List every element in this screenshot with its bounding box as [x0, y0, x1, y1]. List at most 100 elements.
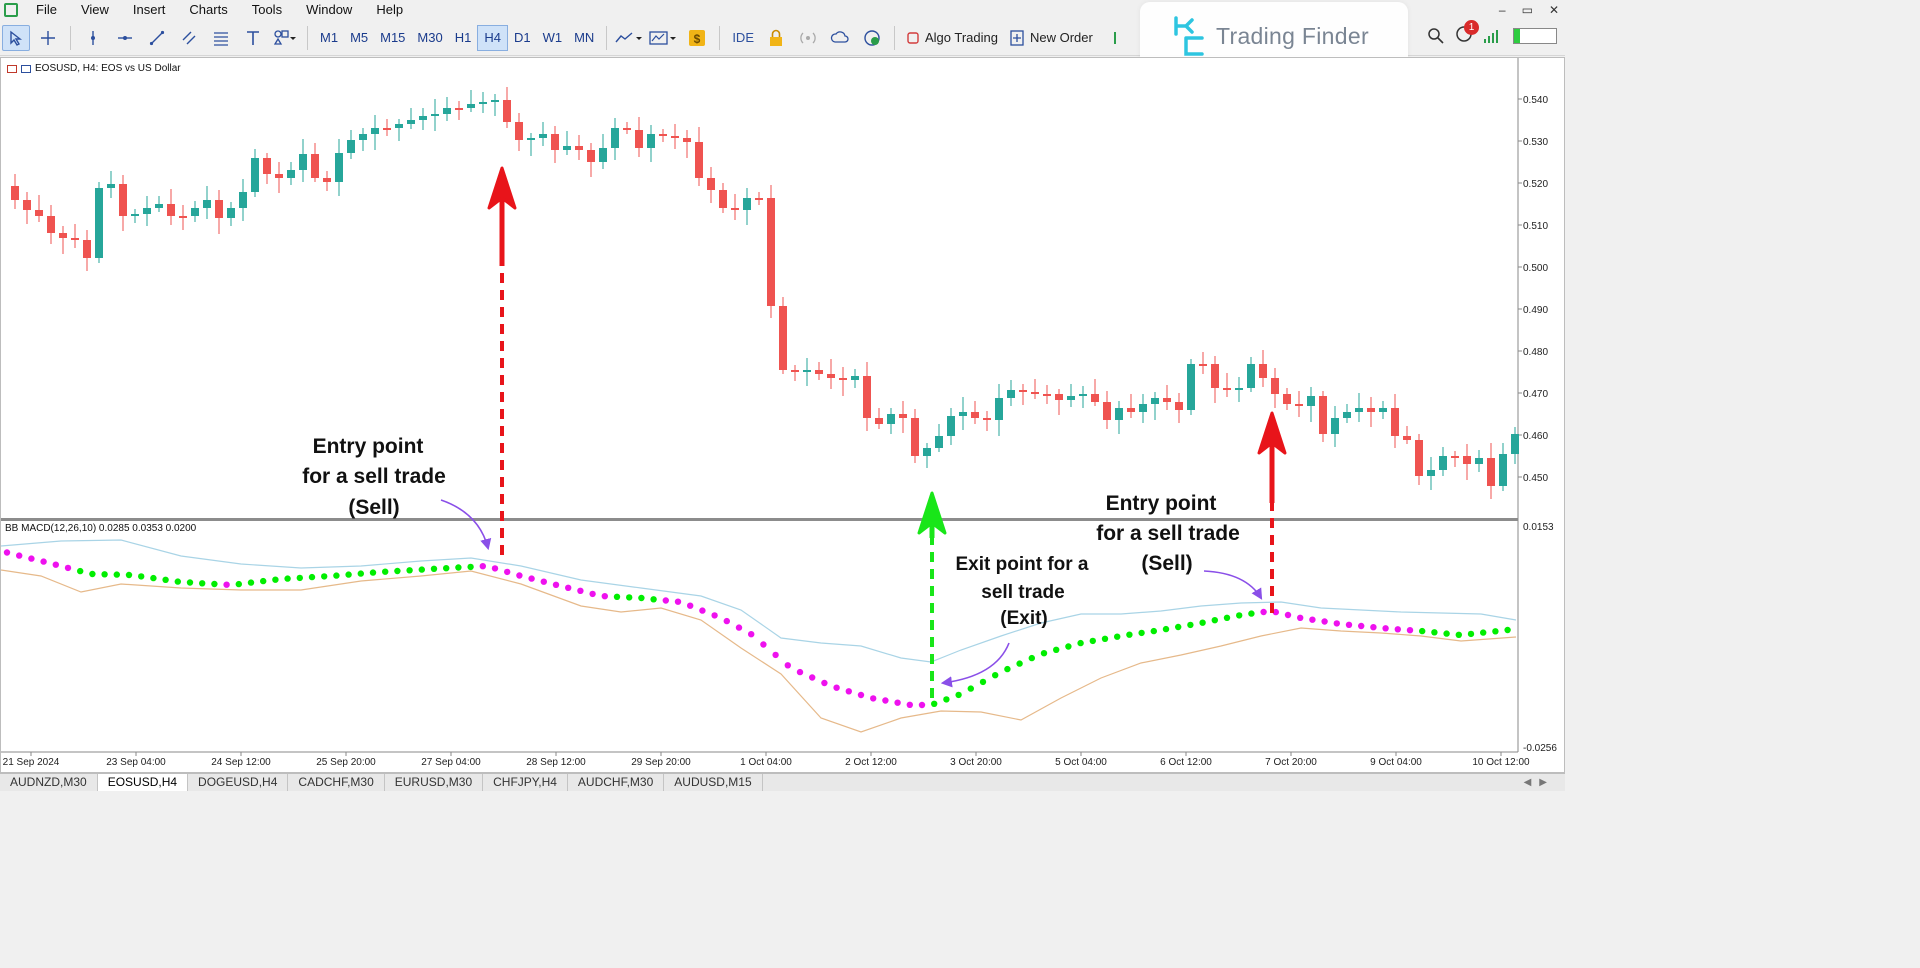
bb-upper-band [1, 539, 1517, 663]
shapes-tool-button[interactable] [271, 25, 299, 51]
minimize-button[interactable]: – [1498, 3, 1506, 17]
candle-body [911, 418, 919, 456]
new-order-label: New Order [1029, 30, 1093, 45]
candle [695, 127, 703, 186]
cursor-tool-button[interactable] [2, 24, 30, 51]
candle-body [1487, 458, 1495, 486]
algo-trading-button[interactable]: Algo Trading [901, 30, 1004, 45]
candle-body [1271, 378, 1279, 394]
candle [863, 362, 871, 431]
indicator-axis: 0.0153 -0.0256 [1523, 522, 1557, 754]
ide-button[interactable]: IDE [726, 30, 760, 45]
horizontal-line-tool-button[interactable] [111, 25, 139, 51]
notifications-button[interactable]: 1 [1455, 20, 1479, 46]
market-button[interactable]: $ [683, 25, 711, 51]
signal-strength-icon[interactable] [1483, 27, 1503, 45]
restore-button[interactable]: ▭ [1521, 3, 1533, 17]
channel-tool-button[interactable] [175, 25, 203, 51]
candle [1151, 392, 1159, 420]
macd-dot-up [113, 571, 121, 578]
new-order-button[interactable]: New Order [1004, 29, 1099, 46]
tab-audchf-m30[interactable]: AUDCHF,M30 [568, 774, 665, 791]
timeframe-m5[interactable]: M5 [350, 30, 369, 45]
candle-body [1259, 364, 1267, 378]
indicator-tick-label: 0.0153 [1523, 522, 1554, 533]
tab-scroll-arrows[interactable]: ◀▶ [1523, 777, 1555, 788]
close-button[interactable]: ✕ [1548, 3, 1559, 17]
candle [587, 143, 595, 177]
price-tick-label: 0.530 [1523, 137, 1548, 148]
macd-dot-up [296, 574, 303, 582]
tab-chfjpy-h4[interactable]: CHFJPY,H4 [483, 774, 568, 791]
menu-charts[interactable]: Charts [189, 2, 228, 17]
candle [899, 401, 907, 433]
timeframe-m15[interactable]: M15 [380, 30, 406, 45]
tab-eurusd-m30[interactable]: EURUSD,M30 [385, 774, 484, 791]
search-icon[interactable] [1427, 27, 1445, 45]
menu-window[interactable]: Window [306, 2, 353, 17]
vertical-line-tool-button[interactable] [79, 25, 107, 51]
candle-body [803, 370, 811, 372]
timeframe-w1[interactable]: W1 [542, 30, 563, 45]
candle [923, 443, 931, 468]
timeframe-m1[interactable]: M1 [320, 30, 339, 45]
candle-body [887, 414, 895, 424]
depth-button[interactable] [1101, 25, 1129, 51]
macd-dot-down [784, 662, 791, 669]
trendline-tool-button[interactable] [143, 25, 171, 51]
macd-dot-down [772, 651, 779, 659]
macd-dot-up [357, 570, 364, 577]
tab-audnzd-m30[interactable]: AUDNZD,M30 [0, 774, 98, 791]
tab-eosusd-h4[interactable]: EOSUSD,H4 [97, 774, 189, 791]
candle-body [587, 150, 595, 162]
templates-dropdown-button[interactable] [649, 25, 679, 51]
candle [959, 397, 967, 430]
tab-dogeusd-h4[interactable]: DOGEUSD,H4 [188, 774, 289, 791]
crosshair-tool-button[interactable] [34, 25, 62, 51]
vps-button[interactable] [858, 25, 886, 51]
timeframe-m30[interactable]: M30 [417, 30, 443, 45]
menu-tools[interactable]: Tools [251, 2, 283, 17]
macd-dot-up [992, 672, 999, 679]
chart-canvas[interactable]: 0.540 0.530 0.520 0.510 0.500 0.490 0.480 0.470… [1, 58, 1564, 772]
candle [563, 131, 571, 155]
timeframe-h1[interactable]: H1 [454, 30, 472, 45]
menu-help[interactable]: Help [376, 2, 404, 17]
channel-icon [182, 31, 196, 44]
cloud-button[interactable] [826, 25, 854, 51]
menu-view[interactable]: View [80, 2, 109, 17]
menu-file[interactable]: File [36, 2, 57, 17]
tab-audusd-m15[interactable]: AUDUSD,M15 [664, 774, 763, 791]
macd-dot-down [1406, 627, 1414, 634]
text-tool-button[interactable] [239, 25, 267, 51]
menu-insert[interactable]: Insert [132, 2, 166, 17]
tab-cadchf-m30[interactable]: CADCHF,M30 [288, 774, 385, 791]
shapes-icon [274, 29, 296, 45]
lock-button[interactable] [762, 25, 790, 51]
dollar-icon: $ [689, 29, 706, 46]
timeframe-d1[interactable]: D1 [513, 30, 531, 45]
macd-dot-down [723, 617, 730, 625]
chart-menu-icon[interactable] [7, 64, 17, 73]
candle [1163, 385, 1171, 410]
fibonacci-tool-button[interactable] [207, 25, 235, 51]
chart-type-icon[interactable] [21, 64, 31, 73]
signal-button[interactable] [794, 25, 822, 51]
candle [23, 192, 31, 224]
chart-window[interactable]: EOSUSD, H4: EOS vs US Dollar BB MACD(12,… [0, 57, 1565, 773]
candle-body [659, 134, 667, 136]
pane-separator[interactable] [1, 518, 1518, 521]
indicators-dropdown-button[interactable] [615, 25, 645, 51]
candle [1115, 401, 1123, 434]
candle [479, 92, 487, 113]
candle-body [191, 208, 199, 216]
timeframe-mn[interactable]: MN [574, 30, 595, 45]
new-order-icon [1010, 29, 1024, 46]
candle [671, 124, 679, 149]
candle [1499, 443, 1507, 491]
macd-dot-up [260, 577, 267, 585]
timeframe-h4[interactable]: H4 [477, 24, 508, 51]
macd-dot-up [1187, 621, 1194, 629]
candle [1007, 380, 1015, 406]
candle [1043, 385, 1051, 404]
